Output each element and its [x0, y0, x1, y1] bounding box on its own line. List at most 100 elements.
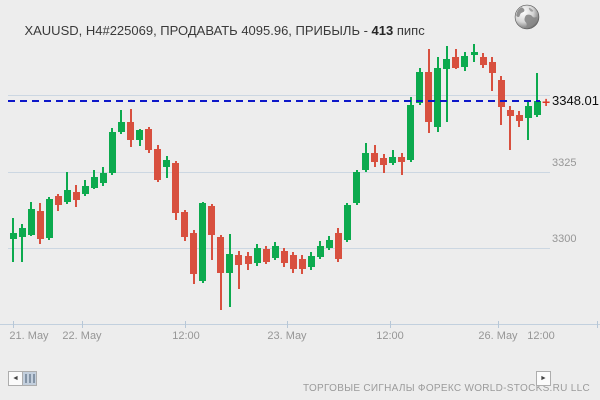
bearish-candle	[154, 148, 161, 181]
time-axis-tick	[185, 321, 186, 328]
bearish-candle	[217, 237, 224, 273]
chart-title: XAUUSD, H4#225069, ПРОДАВАТЬ 4095.96, ПР…	[10, 8, 425, 53]
bearish-candle	[398, 156, 405, 162]
time-axis-label: 26. May	[478, 330, 518, 342]
bullish-candle	[91, 177, 98, 188]
bullish-candle	[109, 131, 116, 173]
bearish-candle	[452, 57, 459, 68]
bullish-candle	[226, 253, 233, 274]
time-axis-label: 12:00	[172, 330, 200, 342]
chart-title-text: XAUUSD, H4#225069, ПРОДАВАТЬ 4095.96, ПР…	[24, 23, 372, 38]
bullish-candle	[82, 186, 89, 195]
chart-title-suffix: пипс	[393, 23, 425, 38]
bullish-candle	[199, 203, 206, 281]
candle-wick	[527, 101, 529, 140]
time-axis-label: 21. May	[9, 330, 49, 342]
bearish-candle	[145, 128, 152, 150]
bearish-candle	[181, 212, 188, 238]
bearish-candle	[263, 249, 270, 262]
bullish-candle	[471, 52, 478, 55]
candle-wick	[12, 217, 14, 263]
time-axis-label: 12:00	[527, 330, 555, 342]
bullish-candle	[136, 129, 143, 140]
bullish-candle	[525, 105, 532, 118]
bearish-candle	[190, 232, 197, 274]
price-gridline	[8, 95, 550, 96]
bullish-candle	[534, 101, 541, 115]
bearish-candle	[37, 211, 44, 240]
bullish-candle	[64, 190, 71, 203]
candle-wick	[446, 45, 448, 122]
candle-wick	[491, 57, 493, 91]
bullish-candle	[461, 56, 468, 68]
bullish-candle	[10, 233, 17, 239]
grip-icon	[24, 374, 27, 383]
profit-pips-value: 413	[371, 23, 394, 38]
bearish-candle	[498, 79, 505, 108]
price-gridline	[8, 172, 550, 173]
bearish-candle	[299, 258, 306, 269]
bearish-candle	[480, 57, 487, 65]
candle-wick	[509, 105, 511, 150]
time-axis-tick	[287, 321, 288, 328]
time-axis-tick	[597, 321, 598, 328]
price-axis-label: 3325	[552, 157, 577, 169]
bearish-candle	[73, 192, 80, 200]
globe-icon[interactable]	[514, 4, 540, 30]
bullish-candle	[443, 59, 450, 70]
scroll-right-icon: ►	[540, 375, 547, 382]
bearish-candle	[335, 232, 342, 259]
current-price-line	[8, 100, 540, 102]
price-gridline	[8, 248, 550, 249]
time-axis-label: 22. May	[62, 330, 102, 342]
bullish-candle	[118, 121, 125, 132]
scroll-left-button[interactable]: ◄	[8, 371, 23, 386]
bullish-candle	[317, 246, 324, 258]
bearish-candle	[235, 255, 242, 266]
bearish-candle	[55, 196, 62, 206]
time-axis-tick	[390, 321, 391, 328]
bullish-candle	[326, 240, 333, 249]
bearish-candle	[380, 158, 387, 165]
candle-wick	[238, 250, 240, 289]
candle-wick	[401, 152, 403, 175]
bullish-candle	[434, 67, 441, 127]
candle-wick	[66, 172, 68, 205]
candle-wick	[21, 224, 23, 262]
bearish-candle	[425, 71, 432, 122]
bullish-candle	[344, 205, 351, 241]
bearish-candle	[208, 206, 215, 236]
bullish-candle	[163, 159, 170, 167]
bearish-candle	[172, 162, 179, 214]
bullish-candle	[28, 209, 35, 236]
bearish-candle	[371, 152, 378, 162]
bearish-candle	[245, 256, 252, 265]
candle-wick	[120, 109, 122, 134]
time-axis-tick	[82, 321, 83, 328]
bullish-candle	[416, 71, 423, 103]
bullish-candle	[46, 199, 53, 239]
time-axis-label: 23. May	[267, 330, 307, 342]
bullish-candle	[19, 228, 26, 238]
scroll-grip-button[interactable]	[22, 371, 37, 386]
current-price-marker: +	[542, 94, 551, 110]
scroll-right-button[interactable]: ►	[536, 371, 551, 386]
bearish-candle	[489, 61, 496, 73]
bearish-candle	[516, 114, 523, 121]
bearish-candle	[281, 250, 288, 264]
bearish-candle	[290, 254, 297, 269]
bullish-candle	[254, 247, 261, 263]
bullish-candle	[100, 173, 107, 184]
bearish-candle	[127, 121, 134, 140]
time-axis-label: 12:00	[376, 330, 404, 342]
bullish-candle	[389, 156, 396, 163]
time-axis-tick	[498, 321, 499, 328]
candle-wick	[166, 155, 168, 178]
bearish-candle	[507, 109, 514, 116]
bullish-candle	[353, 172, 360, 204]
candle-wick	[536, 72, 538, 117]
time-axis-line	[0, 324, 600, 325]
broker-watermark: ТОРГОВЫЕ СИГНАЛЫ ФОРЕКС WORLD-STOCKS.RU …	[302, 383, 590, 394]
